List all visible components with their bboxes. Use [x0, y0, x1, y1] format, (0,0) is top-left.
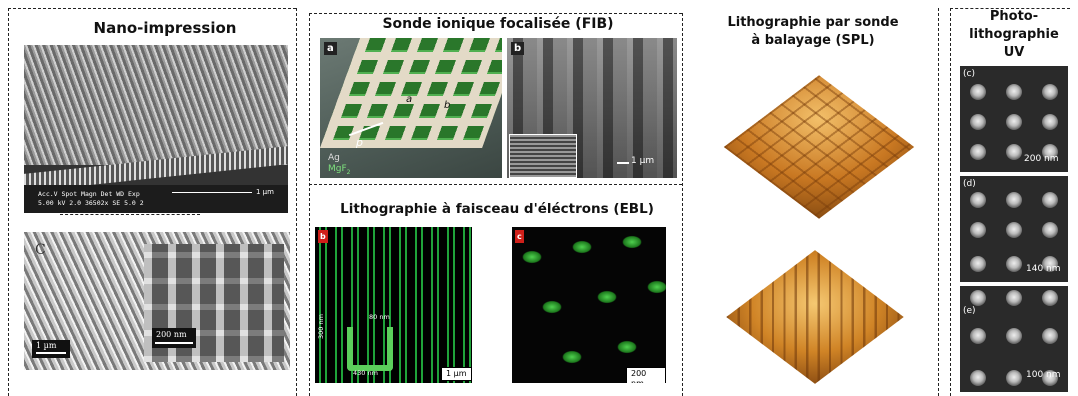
spl-afm-top	[723, 75, 915, 219]
divider-uv-left	[950, 8, 951, 396]
ebl-panel-right: c 200 nm	[512, 227, 666, 383]
uv-e-row3	[960, 370, 1068, 386]
ebl-dim-base: 430 nm	[353, 369, 378, 377]
nano-grating-surface	[24, 45, 288, 165]
uv-c-row3	[960, 144, 1068, 160]
nano-sem-bottom: C 1 µm 200 nm	[24, 232, 290, 370]
nano-scale-label: 1 µm	[256, 188, 274, 196]
uv-panel-c: (c) 200 nm	[960, 66, 1068, 172]
uv-e-row1	[960, 290, 1068, 306]
uv-e-panel-label: (e)	[963, 306, 976, 316]
fib-material-mgf2-text: MgF	[328, 164, 347, 174]
fib-b-scale-label: 1 µm	[631, 156, 655, 166]
uv-panel-d: (d) 140 nm	[960, 176, 1068, 282]
nano-info-row1: Acc.V Spot Magn Det WD Exp	[38, 190, 140, 198]
fib-b-panel-label: b	[511, 42, 525, 55]
divider-uv-top	[950, 8, 1070, 9]
uv-d-row2	[960, 222, 1068, 238]
fib-label-b: b	[444, 100, 451, 111]
nano-sem-top: Acc.V Spot Magn Det WD Exp 5.00 kV 2.0 3…	[24, 45, 288, 213]
divider-ebl-spl	[682, 13, 683, 396]
fib-a-panel-label: a	[324, 42, 337, 55]
fib-material-ag: Ag	[328, 153, 340, 163]
fib-b-scale: 1 µm	[617, 156, 673, 170]
nano-scale-main: 1 µm	[32, 340, 70, 358]
nano-info-bar	[24, 185, 288, 213]
nano-info-row2: 5.00 kV 2.0 36502x SE 5.0 2	[38, 199, 144, 207]
uv-e-scale-label: 100 nm	[1026, 370, 1061, 380]
fib-fishnet-structure	[320, 38, 502, 148]
uv-c-panel-label: (c)	[963, 69, 975, 79]
uv-e-row2	[960, 328, 1068, 344]
ebl-dim-width: 80 nm	[369, 313, 390, 321]
divider-nano-fib	[296, 8, 297, 396]
uv-d-row1	[960, 192, 1068, 208]
uv-c-scale-label: 200 nm	[1024, 154, 1059, 164]
nano-scale-inset-label: 200 nm	[156, 330, 187, 339]
fib-label-a: a	[406, 94, 413, 105]
uv-c-row2	[960, 114, 1068, 130]
spl-title-line1: Lithographie par sonde	[727, 15, 899, 30]
uv-d-scale-label: 140 nm	[1026, 264, 1061, 274]
ebl-panel-left: b 80 nm 300 nm 430 nm 1 µm	[315, 227, 472, 383]
uv-title-line1: Photo-	[989, 9, 1039, 24]
spl-afm-bottom	[726, 250, 904, 384]
fib-panel-a: a a b p Ag MgF2	[320, 38, 502, 178]
fib-inset	[509, 134, 577, 178]
ebl-right-scale: 200 nm	[626, 367, 666, 383]
divider-top-left	[8, 8, 296, 9]
ebl-title: Lithographie à faisceau d'éléctrons (EBL…	[340, 201, 654, 217]
ebl-left-panel-label: b	[318, 230, 328, 243]
fib-label-p: p	[356, 136, 363, 149]
nano-scale-bar	[172, 192, 252, 193]
uv-title-line2: lithographie	[969, 27, 1059, 42]
nano-scale-inset: 200 nm	[152, 328, 196, 348]
ebl-left-scale: 1 µm	[441, 367, 472, 381]
uv-d-row3	[960, 256, 1068, 272]
fib-title: Sonde ionique focalisée (FIB)	[382, 16, 614, 32]
spl-title-line2: à balayage (SPL)	[751, 33, 875, 48]
nano-bottom-panel-label: C	[35, 242, 46, 258]
nano-title: Nano-impression	[93, 19, 237, 37]
uv-d-panel-label: (d)	[963, 179, 976, 189]
fib-material-mgf2-sub: 2	[346, 168, 351, 176]
divider-fib-left	[309, 13, 310, 396]
fib-panel-b: b 1 µm	[507, 38, 677, 178]
divider-spl-uv	[938, 8, 939, 396]
divider-fib-ebl	[309, 184, 682, 185]
divider-left-edge	[8, 8, 9, 396]
fib-material-mgf2: MgF2	[328, 164, 350, 176]
uv-c-row1	[960, 84, 1068, 100]
ebl-dim-height: 300 nm	[317, 314, 325, 339]
divider-fib-top	[309, 13, 682, 14]
uv-panel-e: (e) 100 nm	[960, 286, 1068, 392]
nano-scale-main-label: 1 µm	[36, 341, 57, 350]
divider-nano-mid	[60, 214, 200, 215]
ebl-u-zoom	[347, 327, 393, 371]
ebl-right-panel-label: c	[515, 230, 524, 243]
uv-title-line3: UV	[1003, 45, 1025, 60]
